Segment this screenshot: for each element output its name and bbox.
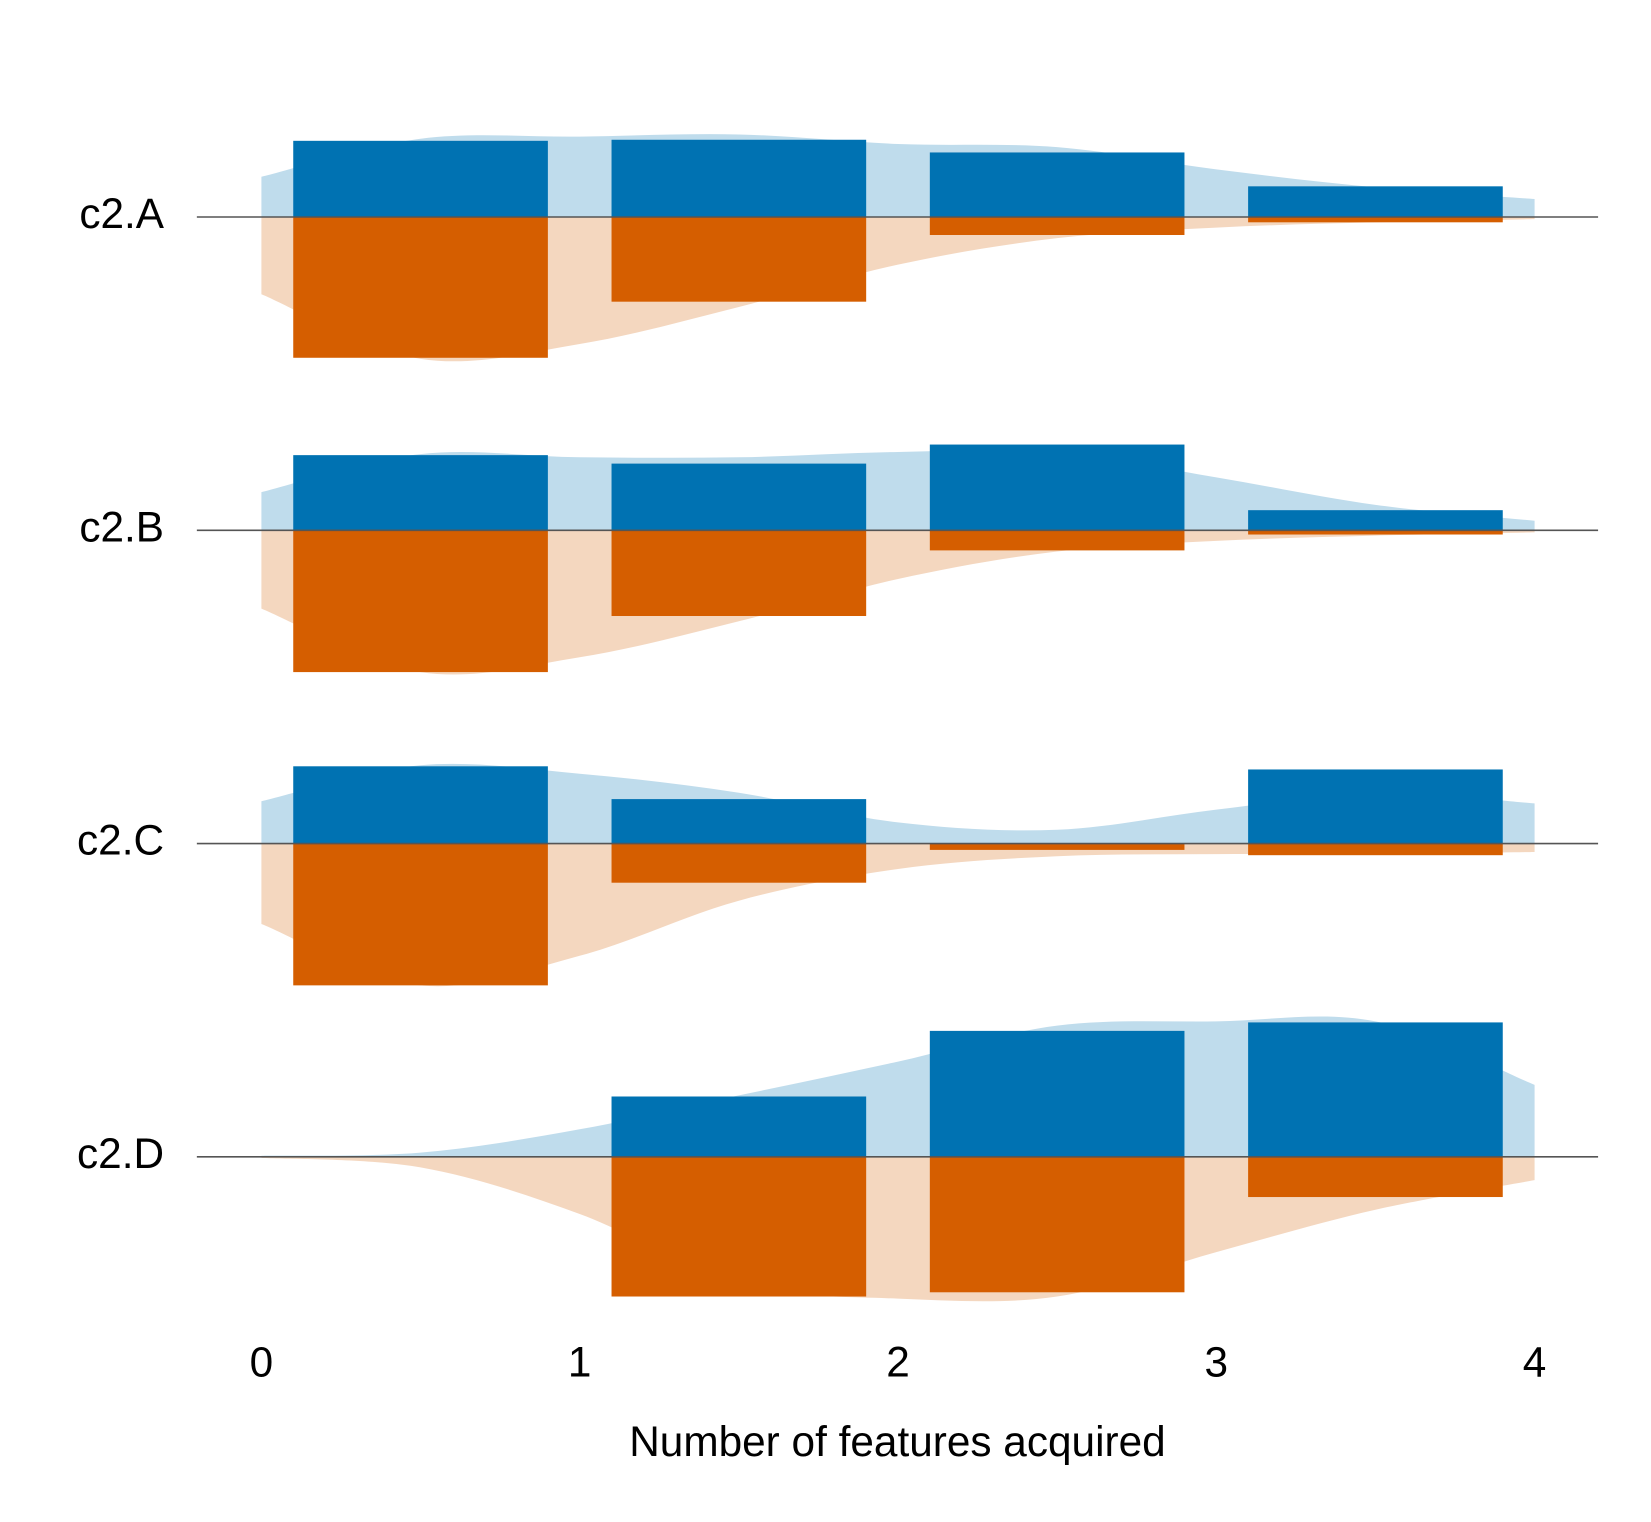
bar (929, 1030, 1185, 1157)
bar (293, 843, 548, 986)
bar (1248, 1022, 1503, 1157)
bar (611, 217, 867, 302)
bar (929, 843, 1185, 850)
bar (611, 1096, 867, 1157)
bar (293, 455, 548, 531)
bar (293, 530, 548, 673)
bar (1248, 843, 1503, 856)
bar (1248, 510, 1503, 531)
row-label: c2.C (77, 817, 164, 864)
bar (611, 139, 867, 218)
bar (611, 799, 867, 844)
x-tick-label: 2 (886, 1338, 910, 1385)
x-tick-label: 0 (250, 1338, 274, 1385)
bar (1248, 1156, 1503, 1198)
density-area (261, 763, 1535, 844)
density-area (261, 1016, 1535, 1157)
x-tick-label: 1 (568, 1338, 592, 1385)
bar (293, 217, 548, 358)
bar (929, 217, 1185, 236)
density-area (261, 134, 1535, 218)
bar (929, 152, 1185, 218)
bar (1248, 530, 1503, 535)
row-label: c2.A (79, 190, 164, 237)
density-area (261, 449, 1535, 531)
bar (611, 843, 867, 883)
bar (929, 1156, 1185, 1293)
bar (929, 444, 1185, 531)
bar (293, 140, 548, 218)
bar (611, 530, 867, 617)
row-label: c2.D (77, 1130, 164, 1177)
density-area (261, 843, 1535, 987)
density-area (261, 530, 1535, 675)
row-label: c2.B (79, 503, 164, 550)
density-area (261, 1156, 1535, 1302)
density-area (261, 217, 1535, 362)
bar (929, 530, 1185, 551)
x-tick-label: 4 (1523, 1338, 1547, 1385)
bar (1248, 217, 1503, 223)
x-axis-label: Number of features acquired (629, 1418, 1165, 1465)
bar (611, 463, 867, 531)
x-tick-label: 3 (1205, 1338, 1229, 1385)
bar (293, 766, 548, 844)
bar (611, 1156, 867, 1297)
bar (1248, 186, 1503, 218)
bar (1248, 769, 1503, 844)
